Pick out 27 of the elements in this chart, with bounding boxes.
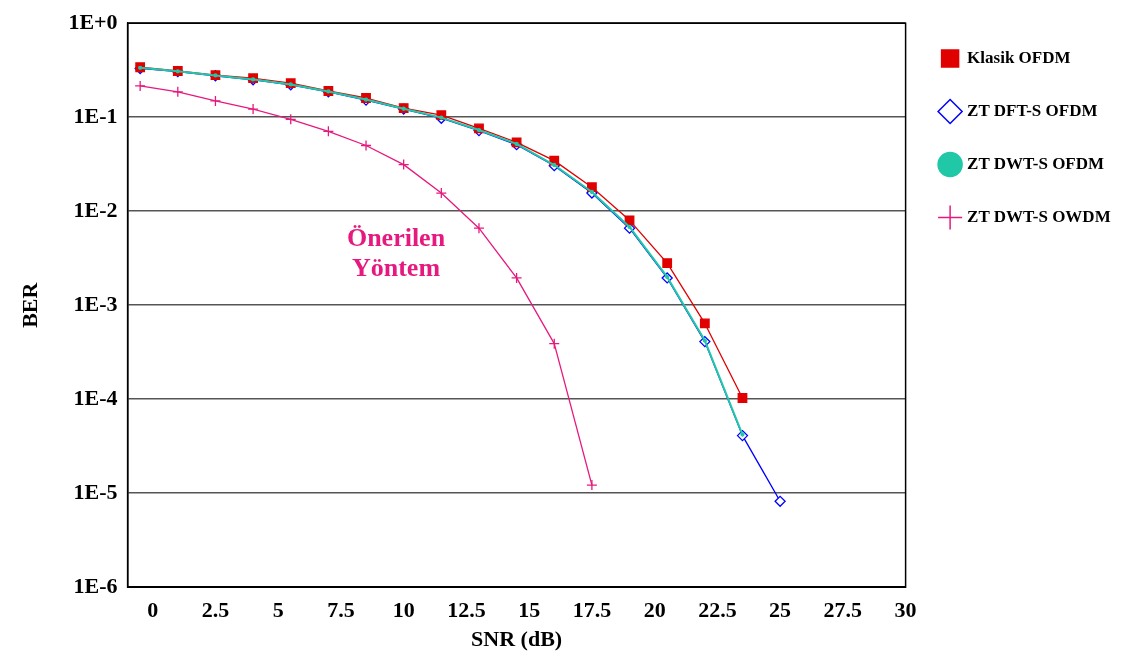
y-tick-label: 1E-3 xyxy=(73,290,118,316)
y-tick-label: 1E-5 xyxy=(73,478,118,504)
x-tick-label: 0 xyxy=(147,597,159,623)
x-tick-label: 10 xyxy=(392,597,415,623)
y-tick-label: 1E-1 xyxy=(73,102,118,128)
y-tick-label: 1E-6 xyxy=(73,572,118,598)
y-tick-label: 1E-4 xyxy=(73,384,118,410)
annotation: Önerilen Yöntem xyxy=(346,223,446,283)
x-tick-label: 22.5 xyxy=(698,597,737,623)
x-tick-label: 20 xyxy=(643,597,666,623)
legend-label: Klasik OFDM xyxy=(967,47,1071,67)
legend-label: ZT DWT-S OWDM xyxy=(967,206,1111,226)
x-tick-label: 5 xyxy=(272,597,284,623)
x-tick-label: 2.5 xyxy=(201,597,230,623)
y-axis-title: BER xyxy=(16,281,42,328)
x-axis-title: SNR (dB) xyxy=(471,626,563,652)
legend-label: ZT DFT-S OFDM xyxy=(967,100,1098,120)
x-tick-label: 15 xyxy=(518,597,541,623)
y-tick-label: 1E-2 xyxy=(73,196,118,222)
legend-label: ZT DWT-S OFDM xyxy=(967,153,1105,173)
x-tick-label: 30 xyxy=(894,597,917,623)
x-tick-label: 25 xyxy=(769,597,792,623)
x-tick-label: 17.5 xyxy=(572,597,612,623)
x-tick-label: 27.5 xyxy=(823,597,863,623)
x-tick-label: 12.5 xyxy=(447,597,486,623)
y-tick-label: 1E+0 xyxy=(68,8,118,34)
x-tick-label: 7.5 xyxy=(327,597,355,623)
